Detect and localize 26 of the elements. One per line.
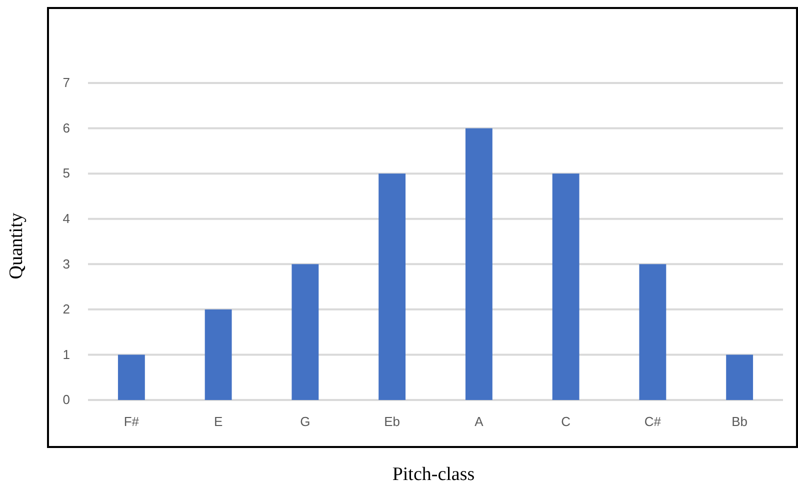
x-tick-label: F# xyxy=(124,414,140,430)
bar xyxy=(118,354,145,400)
y-tick-label: 7 xyxy=(62,75,70,90)
bar xyxy=(726,354,754,400)
y-tick-label: 6 xyxy=(62,120,70,136)
bar xyxy=(465,128,492,400)
bar xyxy=(292,264,319,400)
x-tick-label: Bb xyxy=(732,414,748,430)
y-axis-title: Quantity xyxy=(6,212,27,280)
y-tick-label: 2 xyxy=(62,302,70,317)
bar xyxy=(378,174,406,400)
x-tick-label: C xyxy=(561,414,571,430)
bar xyxy=(204,309,232,400)
x-tick-label: Eb xyxy=(384,414,400,430)
y-tick-label: 1 xyxy=(62,346,70,362)
y-tick-label: 0 xyxy=(62,392,70,408)
y-tick-label: 5 xyxy=(62,166,70,181)
y-tick-label: 3 xyxy=(62,256,70,272)
bar xyxy=(552,174,580,400)
x-tick-label: A xyxy=(474,414,484,430)
x-axis-title: Pitch-class xyxy=(392,464,475,482)
x-tick-label: E xyxy=(214,414,223,430)
bar xyxy=(639,264,666,400)
x-tick-label: G xyxy=(300,414,310,430)
y-tick-label: 4 xyxy=(62,211,70,226)
x-tick-label: C# xyxy=(644,414,662,430)
